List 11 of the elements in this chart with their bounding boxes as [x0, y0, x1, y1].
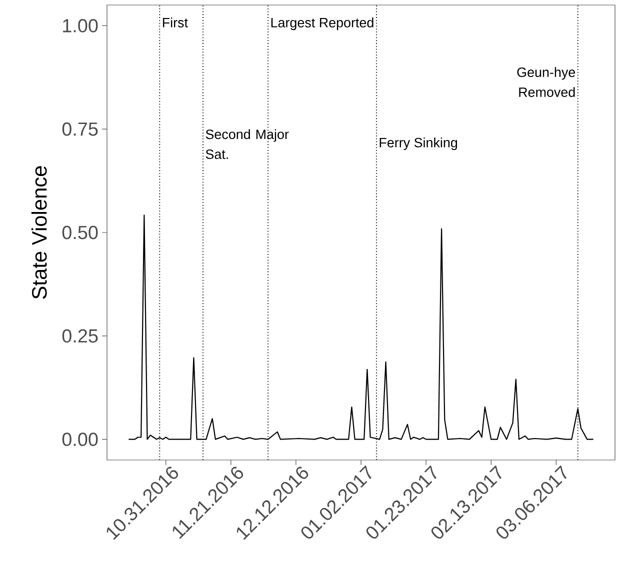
- y-tick-label: 0.25: [62, 329, 98, 343]
- y-tick-label: 0.50: [62, 226, 98, 240]
- ref-line-label: First: [162, 18, 188, 28]
- ref-line-label: Geun-hye Removed: [517, 67, 576, 97]
- y-tick-label: 0.00: [62, 432, 98, 446]
- ref-line-label: Largest Reported: [271, 18, 374, 30]
- y-tick-label: 0.75: [62, 122, 98, 136]
- ref-line-label: Second Major Sat.: [206, 129, 289, 160]
- ref-line-label: Ferry Sinking: [380, 137, 458, 150]
- y-axis-title: State Violence: [31, 166, 47, 299]
- y-tick-label: 1.00: [63, 18, 98, 32]
